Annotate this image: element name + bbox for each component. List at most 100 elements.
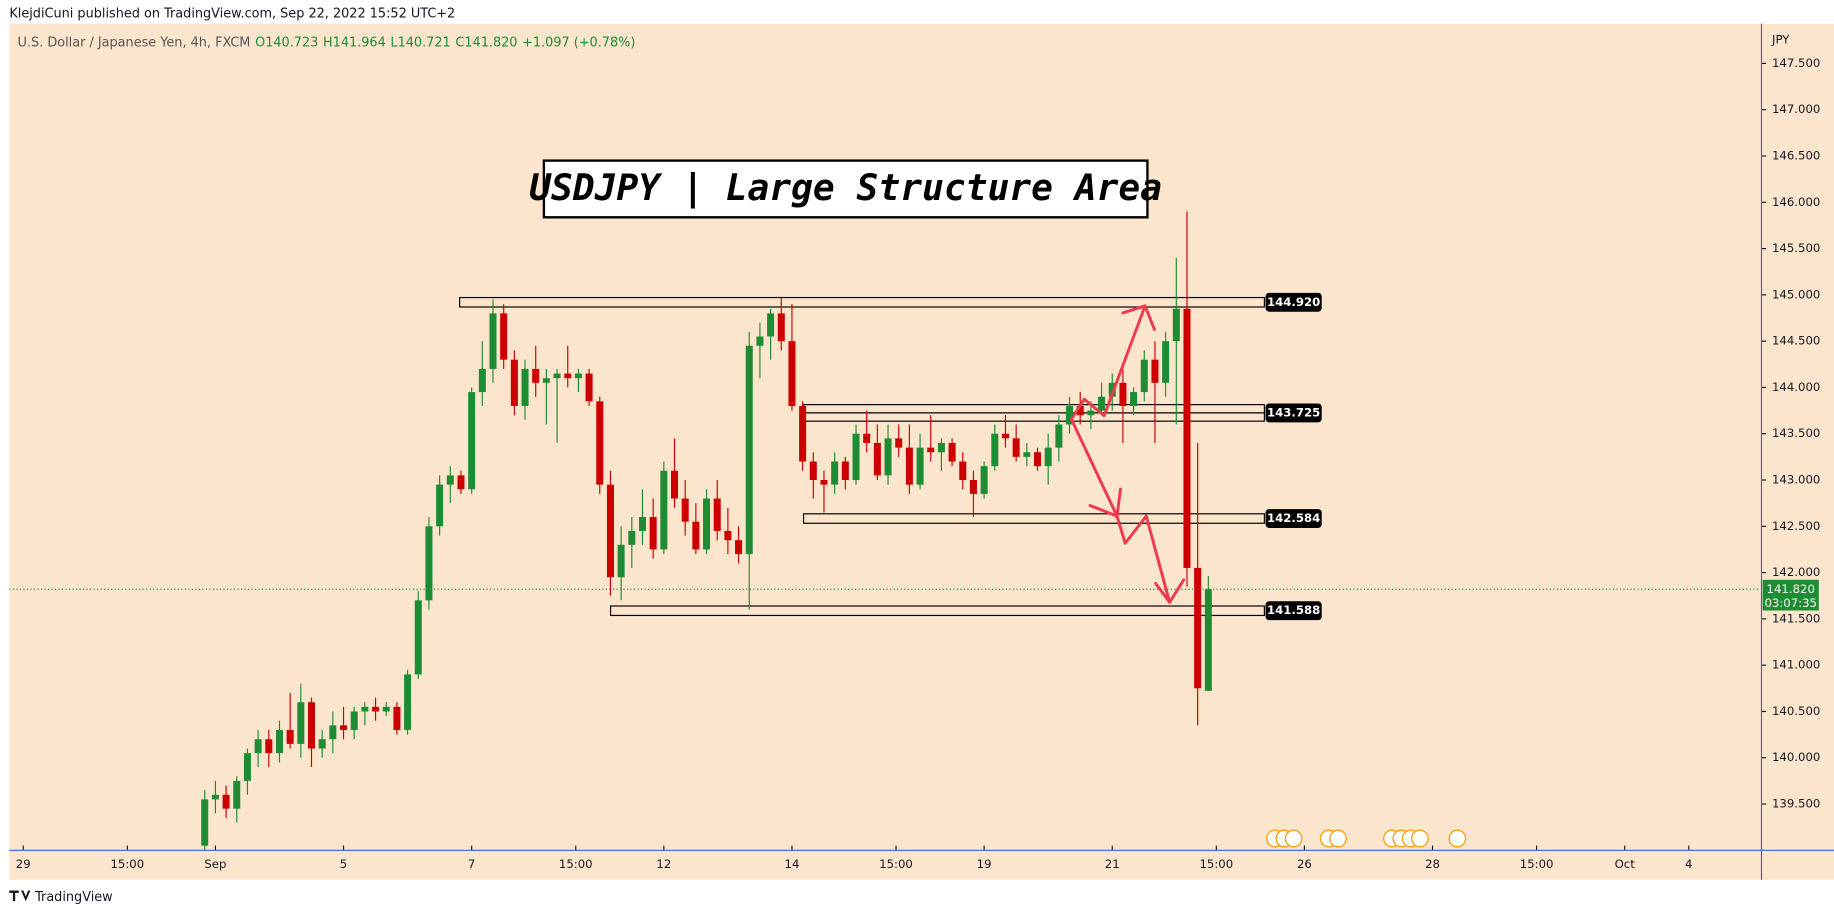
y-tick-label: 143.000 — [1772, 472, 1820, 486]
candle-body — [852, 433, 860, 481]
level-zone — [459, 296, 1265, 308]
candle-body — [617, 544, 625, 578]
candle-body — [275, 729, 283, 754]
events — [1266, 829, 1467, 848]
y-tick-label: 142.500 — [1772, 519, 1820, 533]
arrow-down-1 — [1069, 417, 1119, 518]
candle-body — [1140, 359, 1148, 393]
title-frame — [542, 159, 1149, 219]
candle-body — [243, 753, 251, 781]
legend-high: H141.964 — [323, 35, 386, 50]
candle-body — [350, 711, 358, 730]
candle-body — [873, 442, 881, 476]
candle-body — [1055, 424, 1063, 448]
candle-body — [201, 799, 209, 846]
candle-body — [542, 378, 550, 383]
candle-body — [713, 498, 721, 531]
arrow-up-head — [1121, 304, 1156, 331]
candle-body — [884, 438, 892, 476]
axis-unit: JPY — [1771, 33, 1790, 47]
candle-body — [1012, 438, 1020, 457]
candle-body — [1108, 382, 1116, 397]
candle-body — [286, 729, 294, 744]
candle-body — [799, 405, 807, 462]
candle-body — [1172, 308, 1180, 342]
level-label-box — [1265, 292, 1322, 312]
y-tick-label: 145.000 — [1772, 287, 1820, 301]
event-icon — [1411, 829, 1429, 848]
candle-body — [1130, 392, 1138, 406]
x-tick-label: 19 — [977, 857, 992, 871]
candle-body — [1076, 405, 1084, 416]
candle-body — [1066, 405, 1074, 425]
candle-body — [863, 433, 871, 443]
candle-body — [329, 725, 337, 740]
candle-body — [510, 359, 518, 406]
candle-body — [1034, 452, 1042, 467]
candle-body — [703, 498, 711, 550]
levels: 144.920 143.725 142.584 141.588 141.82003:07… — [9, 292, 1819, 621]
candle-body — [1151, 359, 1159, 383]
level-label-box — [1265, 403, 1322, 423]
y-tick-label: 146.500 — [1772, 148, 1820, 162]
published: KlejdiCuni published on TradingView.com,… — [9, 7, 455, 22]
candle-body — [478, 368, 486, 393]
candle-body — [777, 313, 785, 342]
level-label: 144.920 — [1267, 295, 1320, 309]
y-tick-label: 146.000 — [1772, 195, 1820, 209]
y-tick-label: 141.000 — [1772, 658, 1820, 672]
arrow-down-2 — [1115, 514, 1172, 604]
candle-body — [649, 517, 657, 550]
brand-logo — [9, 890, 31, 902]
legend-open: O140.723 — [255, 35, 318, 50]
level-label-box — [1265, 509, 1322, 528]
x-tick-label: 7 — [468, 857, 475, 871]
x-tick-label: 15:00 — [110, 857, 144, 871]
y-tick-label: 145.500 — [1772, 241, 1820, 255]
candle-body — [660, 470, 668, 550]
brand: TradingView — [9, 890, 113, 905]
candle-body — [596, 401, 604, 485]
x-tick-label: 26 — [1297, 857, 1312, 871]
y-tick-label: 141.500 — [1772, 611, 1820, 625]
candle-body — [969, 480, 977, 494]
candle-body — [1044, 447, 1052, 467]
candle-body — [937, 442, 945, 453]
candle-body — [809, 461, 817, 481]
last-price-box — [1762, 579, 1819, 611]
x-tick-label: 28 — [1425, 857, 1440, 871]
candle-body — [414, 600, 422, 675]
candle-body — [991, 433, 999, 467]
level-label: 142.584 — [1267, 511, 1320, 525]
candle-body — [318, 739, 326, 749]
candle-body — [1023, 452, 1031, 457]
candle-body — [628, 530, 636, 545]
candles — [201, 211, 1212, 851]
candle-body — [297, 702, 305, 744]
event-icon — [1284, 829, 1303, 848]
y-tick-label: 140.500 — [1772, 704, 1820, 718]
x-tick-label: Oct — [1615, 857, 1636, 871]
x-tick-label: 12 — [656, 857, 671, 871]
level-label: 143.725 — [1267, 405, 1320, 419]
legend: U.S. Dollar / Japanese Yen, 4h, FXCM O140… — [18, 35, 636, 50]
y-tick-label: 139.500 — [1772, 796, 1820, 810]
legend-close: C141.820 — [455, 35, 517, 50]
candle-body — [585, 373, 593, 402]
candle-body — [574, 373, 582, 379]
candle-body — [211, 794, 219, 800]
y-tick-label: 147.000 — [1772, 102, 1820, 116]
candle-body — [745, 345, 753, 555]
candle-body — [500, 313, 508, 360]
candle-body — [489, 313, 497, 369]
candle-body — [1119, 382, 1127, 406]
candle-body — [905, 447, 913, 485]
candle-body — [841, 461, 849, 481]
candle-body — [393, 706, 401, 730]
chart-title: USDJPY | Large Structure Area — [529, 166, 1162, 210]
candle-body — [724, 530, 732, 541]
candle-body — [606, 484, 614, 578]
x-tick-label: 15:00 — [1199, 857, 1233, 871]
candle-body — [681, 498, 689, 522]
candle-body — [532, 368, 540, 383]
